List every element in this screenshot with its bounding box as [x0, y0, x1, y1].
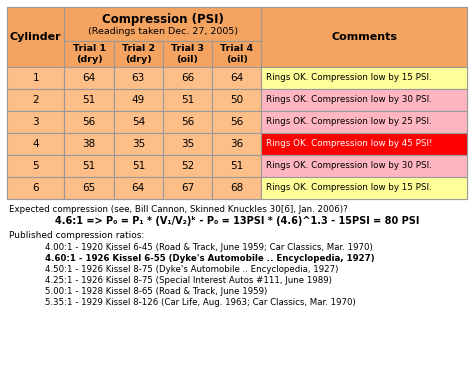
- Text: 4.00:1 - 1920 Kissel 6-45 (Road & Track, June 1959; Car Classics, Mar. 1970): 4.00:1 - 1920 Kissel 6-45 (Road & Track,…: [45, 243, 373, 252]
- Bar: [212, 177, 261, 199]
- Text: (Readings taken Dec. 27, 2005): (Readings taken Dec. 27, 2005): [88, 27, 238, 35]
- Bar: [7, 111, 64, 133]
- Text: 5.35:1 - 1929 Kissel 8-126 (Car Life, Aug. 1963; Car Classics, Mar. 1970): 5.35:1 - 1929 Kissel 8-126 (Car Life, Au…: [45, 298, 356, 307]
- Text: 54: 54: [132, 117, 145, 127]
- Text: 51: 51: [181, 95, 194, 105]
- Text: 35: 35: [132, 139, 145, 149]
- Bar: [64, 177, 114, 199]
- Bar: [163, 89, 212, 111]
- Text: 49: 49: [132, 95, 145, 105]
- Text: 51: 51: [230, 161, 243, 171]
- Bar: [261, 133, 467, 155]
- Text: 51: 51: [132, 161, 145, 171]
- Text: Published compression ratios:: Published compression ratios:: [9, 231, 144, 240]
- Text: 2: 2: [32, 95, 39, 105]
- Text: Rings OK. Compression low by 30 PSI.: Rings OK. Compression low by 30 PSI.: [266, 162, 432, 170]
- Text: 63: 63: [132, 73, 145, 83]
- Bar: [261, 67, 467, 89]
- Bar: [261, 111, 467, 133]
- Text: 67: 67: [181, 183, 194, 193]
- Bar: [212, 89, 261, 111]
- Text: Rings OK. Compression low by 15 PSI.: Rings OK. Compression low by 15 PSI.: [266, 183, 432, 193]
- Bar: [64, 155, 114, 177]
- Text: 4.50:1 - 1926 Kissel 8-75 (Dyke's Automobile .. Encyclopedia, 1927): 4.50:1 - 1926 Kissel 8-75 (Dyke's Automo…: [45, 265, 338, 274]
- Text: 3: 3: [32, 117, 39, 127]
- Bar: [7, 67, 64, 89]
- Text: 68: 68: [230, 183, 243, 193]
- Bar: [114, 41, 163, 67]
- Bar: [64, 133, 114, 155]
- Bar: [212, 133, 261, 155]
- Text: Compression (PSI): Compression (PSI): [102, 13, 224, 25]
- Bar: [7, 177, 64, 199]
- Text: 4.60:1 - 1926 Kissel 6-55 (Dyke's Automobile .. Encyclopedia, 1927): 4.60:1 - 1926 Kissel 6-55 (Dyke's Automo…: [45, 254, 374, 263]
- Text: 56: 56: [181, 117, 194, 127]
- Text: 65: 65: [82, 183, 96, 193]
- Bar: [7, 155, 64, 177]
- Bar: [261, 155, 467, 177]
- Bar: [114, 67, 163, 89]
- Text: 50: 50: [230, 95, 243, 105]
- Text: 64: 64: [82, 73, 96, 83]
- Bar: [7, 133, 64, 155]
- Text: Cylinder: Cylinder: [10, 32, 62, 42]
- Text: 51: 51: [82, 95, 96, 105]
- Text: Trial 1
(dry): Trial 1 (dry): [73, 44, 106, 64]
- Text: 1: 1: [32, 73, 39, 83]
- Bar: [64, 111, 114, 133]
- Text: 4.6:1 => P₀ = P₁ * (V₁/V₂)ᵏ - P₀ = 13PSI * (4.6)^1.3 - 15PSI = 80 PSI: 4.6:1 => P₀ = P₁ * (V₁/V₂)ᵏ - P₀ = 13PSI…: [55, 216, 419, 226]
- Bar: [261, 89, 467, 111]
- Bar: [212, 155, 261, 177]
- Text: Trial 4
(oil): Trial 4 (oil): [220, 44, 253, 64]
- Bar: [114, 177, 163, 199]
- Text: Rings OK. Compression low by 15 PSI.: Rings OK. Compression low by 15 PSI.: [266, 73, 432, 83]
- Bar: [64, 41, 114, 67]
- Text: Rings OK. Compression low by 25 PSI.: Rings OK. Compression low by 25 PSI.: [266, 117, 432, 127]
- Bar: [212, 41, 261, 67]
- Bar: [114, 89, 163, 111]
- Bar: [7, 7, 467, 199]
- Bar: [163, 111, 212, 133]
- Text: 52: 52: [181, 161, 194, 171]
- Bar: [163, 67, 212, 89]
- Text: 38: 38: [82, 139, 96, 149]
- Bar: [212, 111, 261, 133]
- Text: 5.00:1 - 1928 Kissel 8-65 (Road & Track, June 1959): 5.00:1 - 1928 Kissel 8-65 (Road & Track,…: [45, 287, 267, 296]
- Text: 35: 35: [181, 139, 194, 149]
- Bar: [163, 133, 212, 155]
- Bar: [7, 89, 64, 111]
- Bar: [64, 89, 114, 111]
- Text: Rings OK. Compression low by 30 PSI.: Rings OK. Compression low by 30 PSI.: [266, 96, 432, 104]
- Text: 5: 5: [32, 161, 39, 171]
- Text: 51: 51: [82, 161, 96, 171]
- Text: Expected compression (see, Bill Cannon, Skinned Knuckles 30[6], Jan. 2006)?: Expected compression (see, Bill Cannon, …: [9, 205, 348, 214]
- Text: Trial 2
(dry): Trial 2 (dry): [122, 44, 155, 64]
- Bar: [163, 155, 212, 177]
- Text: Comments: Comments: [331, 32, 397, 42]
- Text: 64: 64: [230, 73, 243, 83]
- Bar: [114, 133, 163, 155]
- Bar: [212, 67, 261, 89]
- Bar: [261, 7, 467, 67]
- Bar: [261, 177, 467, 199]
- Bar: [7, 7, 64, 67]
- Bar: [163, 41, 212, 67]
- Bar: [114, 111, 163, 133]
- Text: Rings OK. Compression low by 45 PSI!: Rings OK. Compression low by 45 PSI!: [266, 139, 433, 148]
- Text: 66: 66: [181, 73, 194, 83]
- Text: 56: 56: [82, 117, 96, 127]
- Text: 4: 4: [32, 139, 39, 149]
- Text: 36: 36: [230, 139, 243, 149]
- Bar: [64, 7, 261, 41]
- Text: 4.25:1 - 1926 Kissel 8-75 (Special Interest Autos #111, June 1989): 4.25:1 - 1926 Kissel 8-75 (Special Inter…: [45, 276, 332, 285]
- Bar: [163, 177, 212, 199]
- Text: 64: 64: [132, 183, 145, 193]
- Bar: [114, 155, 163, 177]
- Text: 56: 56: [230, 117, 243, 127]
- Bar: [64, 67, 114, 89]
- Text: 6: 6: [32, 183, 39, 193]
- Text: Trial 3
(oil): Trial 3 (oil): [171, 44, 204, 64]
